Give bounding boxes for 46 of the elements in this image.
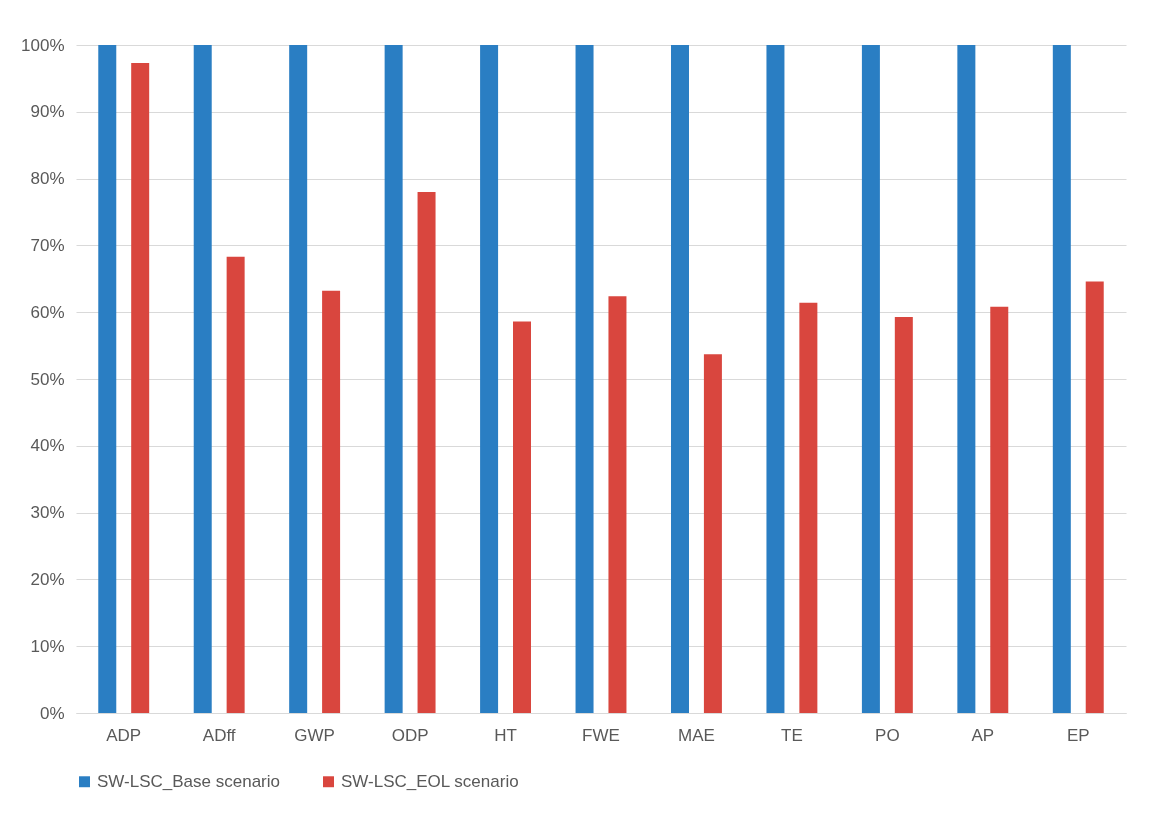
bar (289, 45, 308, 713)
x-tick-label: MAE (678, 725, 715, 745)
bar (703, 354, 722, 713)
bar (575, 45, 594, 713)
x-tick-label: EP (1066, 725, 1090, 745)
y-tick-label: 20% (30, 569, 65, 589)
y-tick-label: 30% (30, 503, 65, 523)
bar (957, 45, 976, 713)
bar (799, 302, 818, 713)
y-tick-label: 90% (30, 102, 65, 122)
x-tick-label: ADff (202, 725, 236, 745)
bar (480, 45, 499, 713)
bar (894, 316, 913, 713)
legend-label: SW-LSC_Base scenario (97, 771, 280, 791)
y-tick-label: 60% (30, 302, 65, 322)
bar (671, 45, 689, 713)
bar (990, 306, 1009, 713)
y-tick-label: 80% (30, 169, 65, 189)
x-tick-label: FWE (582, 725, 620, 745)
bar (193, 45, 212, 713)
bar (1052, 45, 1071, 713)
legend-label: SW-LSC_EOL scenario (341, 771, 519, 791)
y-tick-label: 0% (39, 703, 65, 723)
y-tick-label: 70% (30, 235, 65, 255)
y-tick-label: 50% (30, 369, 65, 389)
x-tick-label: ADP (106, 725, 142, 745)
bar (417, 191, 436, 713)
bar (226, 256, 245, 713)
bar (861, 45, 880, 713)
bar (131, 63, 150, 713)
y-tick-label: 10% (30, 636, 65, 656)
y-tick-label: 40% (30, 436, 65, 456)
x-tick-label: GWP (294, 725, 335, 745)
y-tick-label: 100% (21, 35, 65, 55)
bar (1085, 281, 1104, 713)
bar (513, 321, 531, 713)
x-tick-label: ODP (391, 725, 429, 745)
bar (766, 45, 785, 713)
bar (322, 290, 341, 713)
x-tick-label: PO (875, 725, 900, 745)
bar (608, 296, 627, 713)
bar (98, 45, 117, 713)
x-tick-label: AP (971, 725, 995, 745)
x-tick-label: HT (494, 725, 517, 745)
x-tick-label: TE (781, 725, 803, 745)
bar (384, 45, 403, 713)
